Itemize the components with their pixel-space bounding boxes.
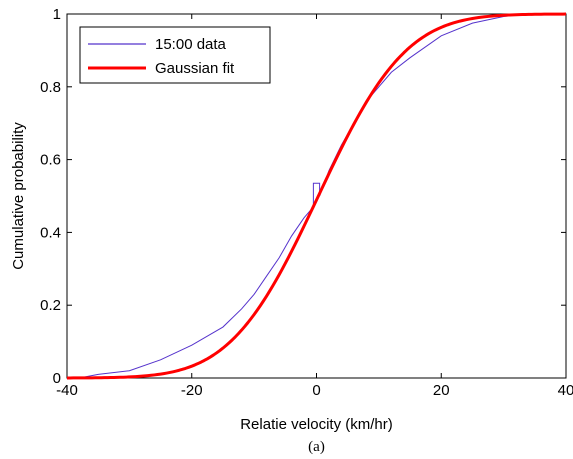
x-tick-label: 20: [433, 382, 450, 399]
legend-box: [79, 26, 271, 84]
series-line-fit: [66, 12, 567, 380]
legend-label-data: 15:00 data: [155, 36, 227, 53]
figure-caption: (a): [308, 439, 325, 455]
y-tick-label: 0.8: [40, 79, 61, 96]
x-tick-label: 0: [312, 382, 320, 399]
series-lines: [66, 12, 567, 380]
y-tick-label: 0.6: [40, 152, 61, 169]
y-tick-label: 0: [53, 370, 61, 387]
x-tick-label: 40: [558, 382, 573, 399]
y-tick-label: 1: [53, 6, 61, 23]
axis-ticks: -40 -20 0 20 40 0 0.2 0.4 0.6 0.8 1: [40, 6, 573, 399]
series-line-data: [79, 13, 523, 379]
x-axis-label: Relatie velocity (km/hr): [240, 416, 393, 433]
y-axis-label: Cumulative probability: [10, 122, 27, 270]
y-tick-label: 0.2: [40, 297, 61, 314]
y-tick-label: 0.4: [40, 224, 61, 241]
legend-label-fit: Gaussian fit: [155, 60, 235, 77]
x-tick-label: -20: [181, 382, 203, 399]
legend: 15:00 data Gaussian fit: [79, 26, 271, 84]
x-tick-label: -40: [56, 382, 78, 399]
